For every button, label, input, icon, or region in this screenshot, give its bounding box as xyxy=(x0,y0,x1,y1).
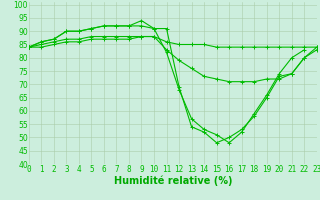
X-axis label: Humidité relative (%): Humidité relative (%) xyxy=(114,175,232,186)
